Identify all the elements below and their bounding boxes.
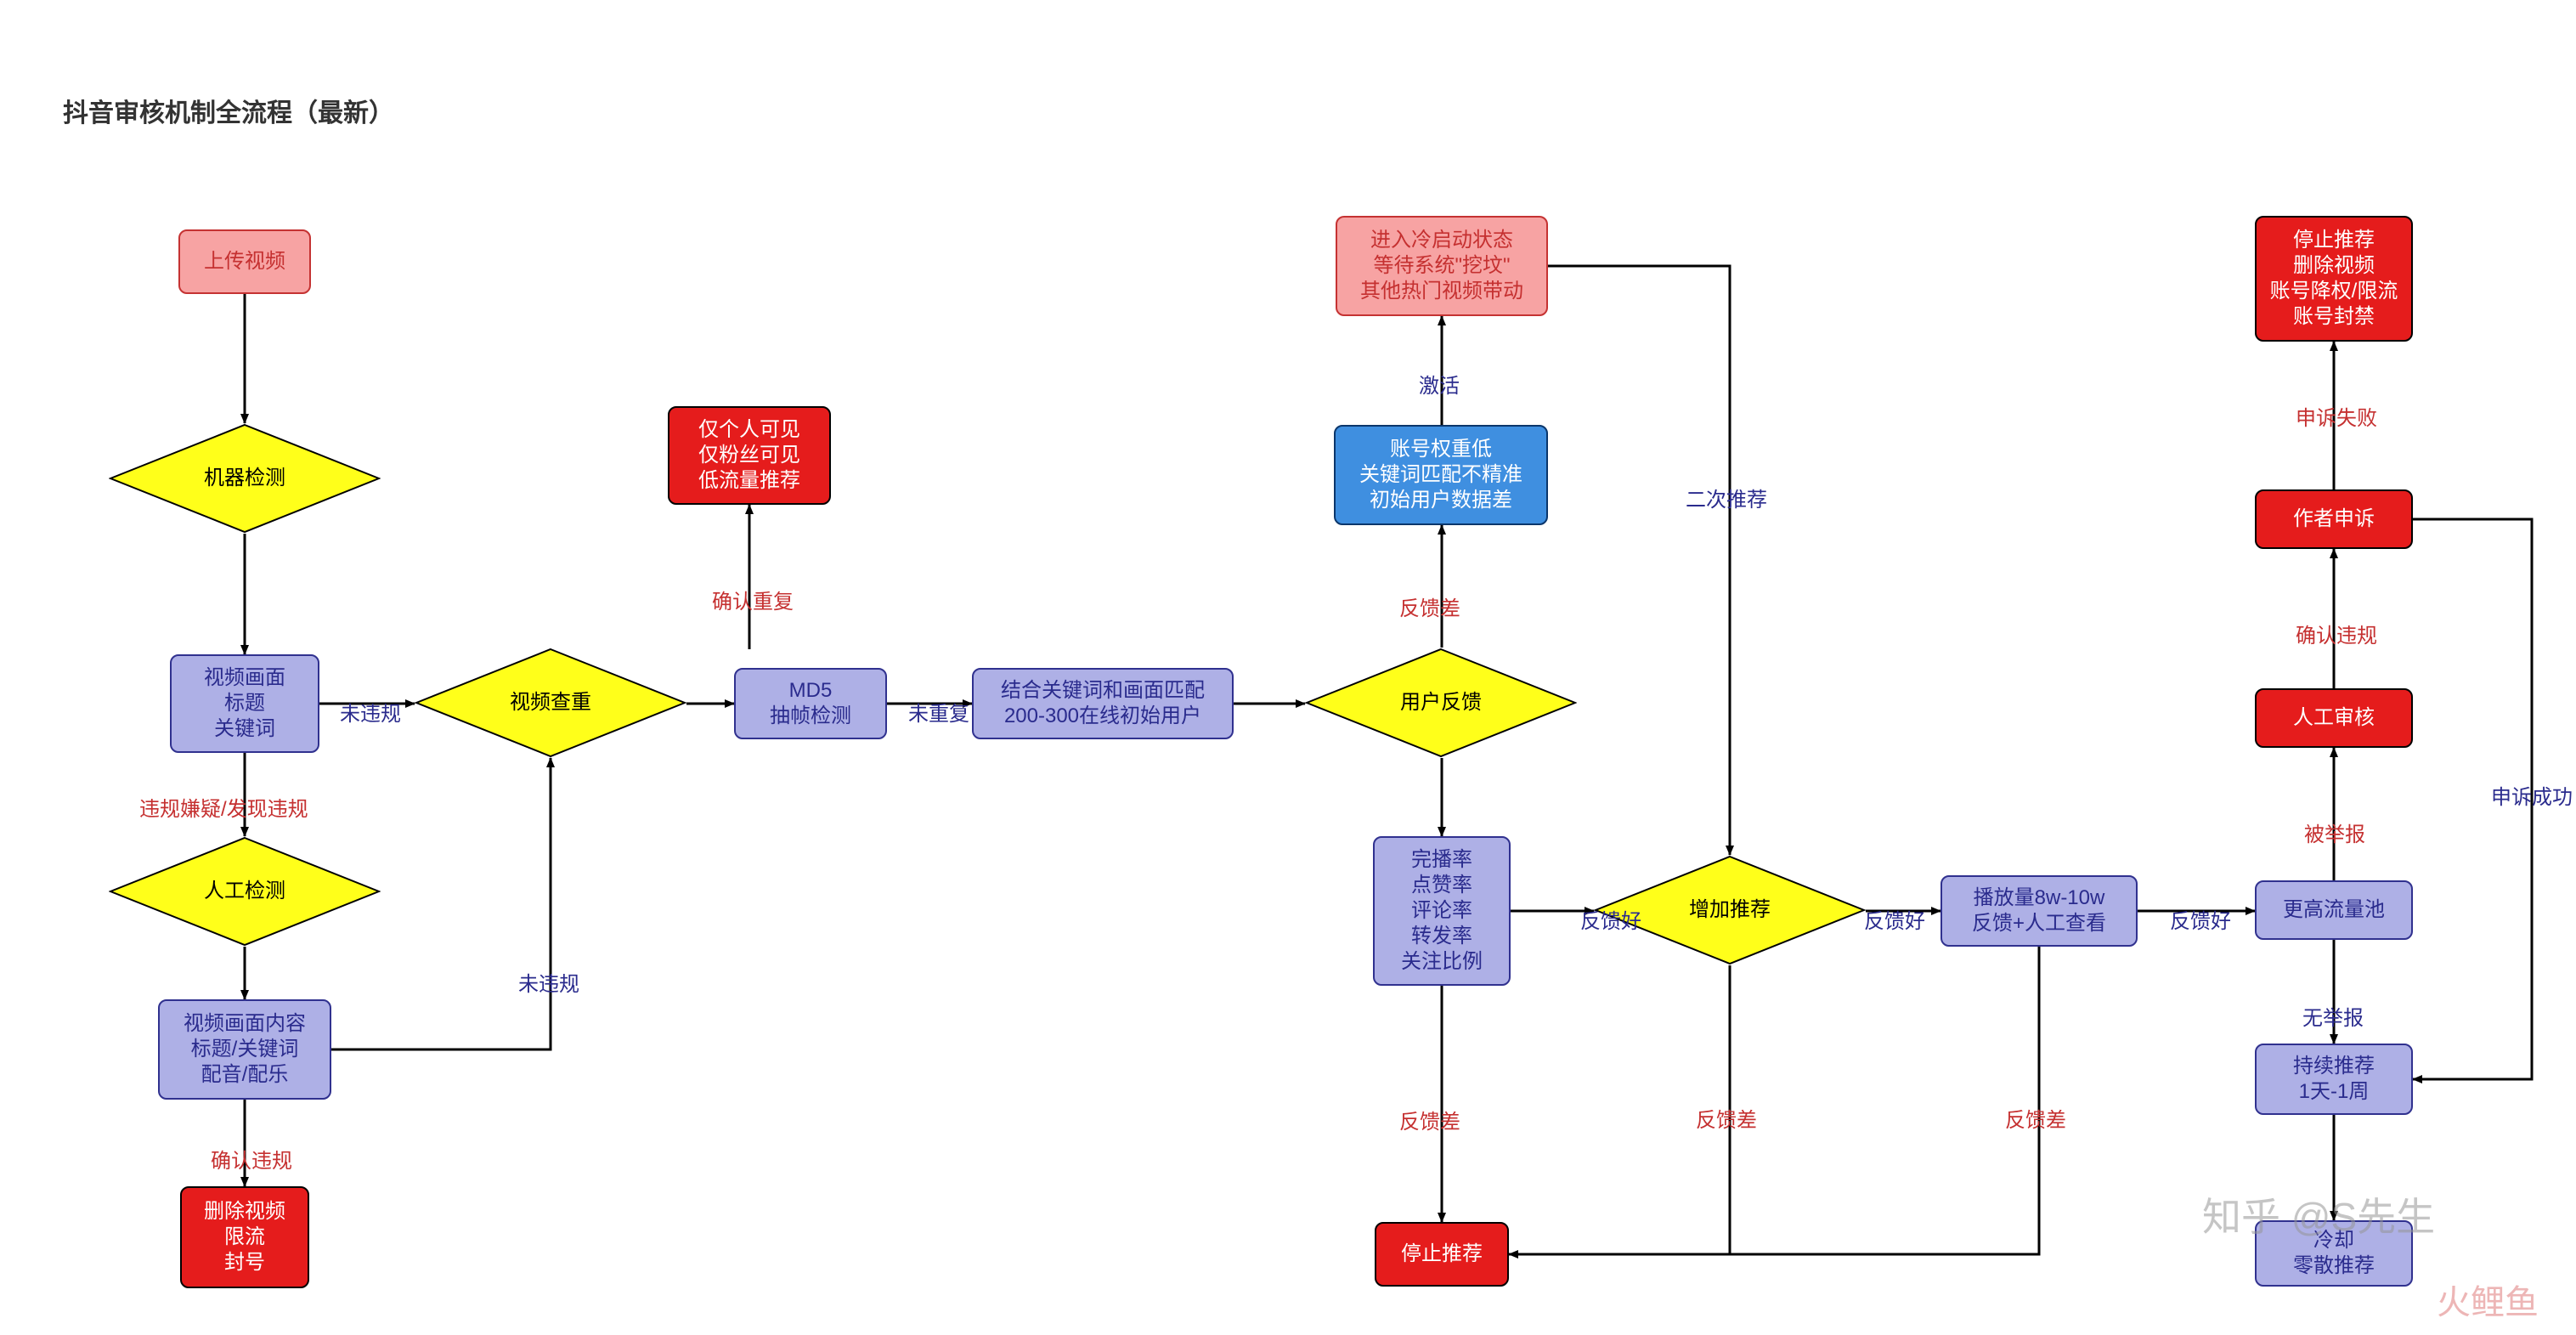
- node-stop: 停止推荐: [1375, 1222, 1509, 1287]
- node-scatter: 冷却 零散推荐: [2255, 1220, 2413, 1287]
- edge-label: 反馈差: [1399, 591, 1460, 621]
- edge-label: 无举报: [2302, 1001, 2364, 1031]
- node-userFb: 用户反馈: [1305, 648, 1577, 758]
- edge-label: 违规嫌疑/发现违规: [139, 792, 308, 822]
- edge-label: 确认重复: [712, 585, 794, 614]
- node-frameKw: 视频画面 标题 关键词: [170, 654, 319, 753]
- node-continue: 持续推荐 1天-1周: [2255, 1044, 2413, 1115]
- edge-label: 未违规: [340, 697, 401, 727]
- edge-label: 未重复: [908, 697, 969, 727]
- edge-label: 二次推荐: [1686, 483, 1767, 512]
- flowchart-canvas: [0, 0, 2576, 1335]
- node-machine: 机器检测: [109, 423, 381, 534]
- edge-label: 确认违规: [211, 1144, 292, 1174]
- node-upload: 上传视频: [178, 229, 311, 294]
- node-limited: 仅个人可见 仅粉丝可见 低流量推荐: [668, 406, 831, 505]
- node-dedup: 视频查重: [415, 648, 686, 758]
- edge-label: 反馈差: [1696, 1103, 1757, 1133]
- edge: [1509, 947, 2039, 1254]
- node-humanAudit: 人工审核: [2255, 688, 2413, 748]
- node-weightLow: 账号权重低 关键词匹配不精准 初始用户数据差: [1334, 425, 1548, 525]
- node-md5: MD5 抽帧检测: [734, 668, 887, 739]
- node-ban: 删除视频 限流 封号: [180, 1186, 309, 1288]
- node-cold: 进入冷启动状态 等待系统"挖坟" 其他热门视频带动: [1336, 216, 1548, 316]
- edge-label: 申诉失败: [2296, 401, 2377, 431]
- edge-label: 反馈差: [2005, 1103, 2066, 1133]
- edge-label: 反馈好: [2170, 904, 2231, 934]
- edge: [1548, 266, 1730, 855]
- node-content: 视频画面内容 标题/关键词 配音/配乐: [158, 999, 331, 1100]
- edge-label: 激活: [1419, 369, 1460, 399]
- edge-label: 被举报: [2304, 817, 2365, 847]
- edge-label: 反馈好: [1580, 904, 1641, 934]
- node-punish: 停止推荐 删除视频 账号降权/限流 账号封禁: [2255, 216, 2413, 342]
- node-appeal: 作者申诉: [2255, 489, 2413, 549]
- node-morePool: 更高流量池: [2255, 880, 2413, 940]
- node-play: 播放量8w-10w 反馈+人工查看: [1940, 875, 2138, 947]
- node-match: 结合关键词和画面匹配 200-300在线初始用户: [972, 668, 1234, 739]
- edge-label: 反馈好: [1864, 904, 1925, 934]
- node-manual: 人工检测: [109, 836, 381, 947]
- edge-label: 确认违规: [2296, 619, 2377, 648]
- edge-label: 申诉成功: [2491, 780, 2573, 810]
- edge-label: 反馈差: [1399, 1105, 1460, 1134]
- edge-label: 未违规: [518, 967, 579, 997]
- node-metrics: 完播率 点赞率 评论率 转发率 关注比例: [1373, 836, 1511, 986]
